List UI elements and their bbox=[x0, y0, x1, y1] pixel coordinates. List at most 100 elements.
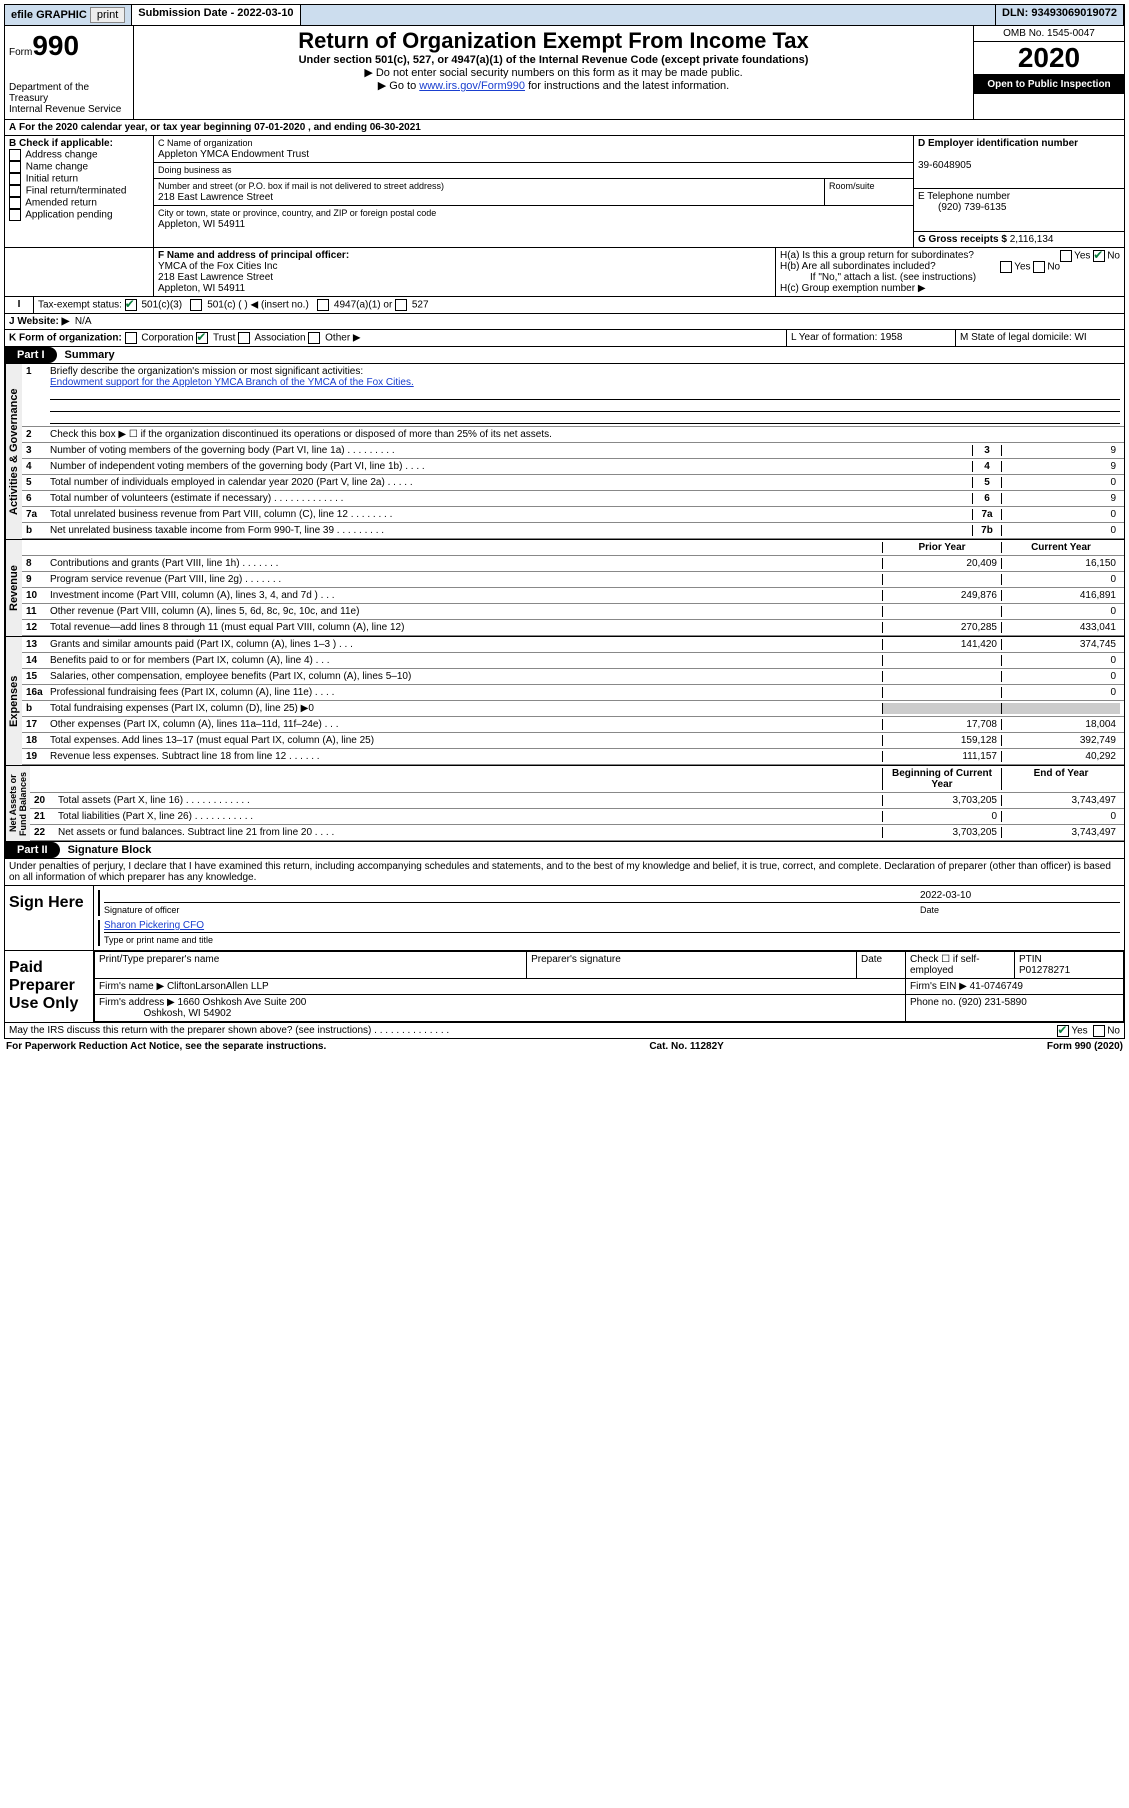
street-label: Number and street (or P.O. box if mail i… bbox=[158, 181, 444, 191]
ptin-value: P01278271 bbox=[1019, 965, 1070, 976]
part2-title: Signature Block bbox=[60, 842, 160, 858]
box-d-label: D Employer identification number bbox=[918, 138, 1078, 149]
city-label: City or town, state or province, country… bbox=[158, 208, 436, 218]
gov-line-4: 4Number of independent voting members of… bbox=[22, 459, 1124, 475]
prior-year-header: Prior Year bbox=[882, 542, 1001, 553]
firm-name: CliftonLarsonAllen LLP bbox=[167, 981, 269, 992]
print-button[interactable]: print bbox=[90, 7, 125, 23]
assoc-checkbox[interactable] bbox=[238, 332, 250, 344]
box-b-label: B Check if applicable: bbox=[9, 138, 113, 149]
line-10: 10Investment income (Part VIII, column (… bbox=[22, 588, 1124, 604]
form-number: 990 bbox=[32, 30, 79, 61]
name-change-checkbox[interactable] bbox=[9, 161, 21, 173]
website-value: N/A bbox=[75, 316, 92, 327]
501c3-checkbox[interactable] bbox=[125, 299, 137, 311]
gov-line-5: 5Total number of individuals employed in… bbox=[22, 475, 1124, 491]
hb-label: H(b) Are all subordinates included? bbox=[780, 261, 936, 272]
gov-line-7a: 7aTotal unrelated business revenue from … bbox=[22, 507, 1124, 523]
line-17: 17Other expenses (Part IX, column (A), l… bbox=[22, 717, 1124, 733]
line-18: 18Total expenses. Add lines 13–17 (must … bbox=[22, 733, 1124, 749]
dba-label: Doing business as bbox=[158, 165, 232, 175]
activities-governance-label: Activities & Governance bbox=[5, 364, 22, 539]
end-year-header: End of Year bbox=[1001, 768, 1120, 790]
state-domicile: M State of legal domicile: WI bbox=[956, 330, 1124, 346]
footer-left: For Paperwork Reduction Act Notice, see … bbox=[6, 1041, 326, 1052]
officer-city: Appleton, WI 54911 bbox=[158, 283, 245, 294]
firm-ein: 41-0746749 bbox=[970, 981, 1023, 992]
4947-checkbox[interactable] bbox=[317, 299, 329, 311]
period-a: A For the 2020 calendar year, or tax yea… bbox=[5, 120, 1124, 135]
officer-name: YMCA of the Fox Cities Inc bbox=[158, 261, 278, 272]
dept-label: Department of the Treasury bbox=[9, 82, 129, 104]
line-21: 21Total liabilities (Part X, line 26) . … bbox=[30, 809, 1124, 825]
part1-title: Summary bbox=[57, 347, 123, 363]
irs-label: Internal Revenue Service bbox=[9, 104, 129, 115]
room-label: Room/suite bbox=[824, 179, 913, 205]
trust-checkbox[interactable] bbox=[196, 332, 208, 344]
line-8: 8Contributions and grants (Part VIII, li… bbox=[22, 556, 1124, 572]
initial-return-checkbox[interactable] bbox=[9, 173, 21, 185]
line-16a: 16aProfessional fundraising fees (Part I… bbox=[22, 685, 1124, 701]
submission-date: Submission Date - 2022-03-10 bbox=[132, 5, 300, 25]
discuss-question: May the IRS discuss this return with the… bbox=[9, 1025, 449, 1036]
omb-number: OMB No. 1545-0047 bbox=[974, 26, 1124, 41]
firm-addr-label: Firm's address ▶ bbox=[99, 997, 175, 1008]
hc-label: H(c) Group exemption number ▶ bbox=[780, 283, 1120, 294]
line-12: 12Total revenue—add lines 8 through 11 (… bbox=[22, 620, 1124, 636]
mission-question: Briefly describe the organization's miss… bbox=[50, 366, 363, 377]
perjury-statement: Under penalties of perjury, I declare th… bbox=[5, 859, 1124, 886]
gov-line-6: 6Total number of volunteers (estimate if… bbox=[22, 491, 1124, 507]
box-f-label: F Name and address of principal officer: bbox=[158, 250, 349, 261]
current-year-header: Current Year bbox=[1001, 542, 1120, 553]
line-15: 15Salaries, other compensation, employee… bbox=[22, 669, 1124, 685]
corp-checkbox[interactable] bbox=[125, 332, 137, 344]
main-title: Return of Organization Exempt From Incom… bbox=[140, 28, 967, 54]
top-bar: efile GRAPHIC print Submission Date - 20… bbox=[4, 4, 1125, 26]
open-public: Open to Public Inspection bbox=[974, 75, 1124, 94]
prep-phone: (920) 231-5890 bbox=[958, 997, 1026, 1008]
discuss-yes[interactable] bbox=[1057, 1025, 1069, 1037]
firm-name-label: Firm's name ▶ bbox=[99, 981, 164, 992]
ha-label: H(a) Is this a group return for subordin… bbox=[780, 250, 974, 261]
subtitle: Under section 501(c), 527, or 4947(a)(1)… bbox=[140, 54, 967, 66]
hb-yes[interactable] bbox=[1000, 261, 1012, 273]
501c-checkbox[interactable] bbox=[190, 299, 202, 311]
firm-addr2: Oshkosh, WI 54902 bbox=[143, 1008, 231, 1019]
mission-text: Endowment support for the Appleton YMCA … bbox=[50, 377, 414, 388]
gross-receipts: 2,116,134 bbox=[1010, 234, 1054, 245]
org-name: Appleton YMCA Endowment Trust bbox=[158, 149, 309, 160]
hb-no[interactable] bbox=[1033, 261, 1045, 273]
date-label: Date bbox=[920, 905, 939, 915]
irs-link[interactable]: www.irs.gov/Form990 bbox=[419, 80, 525, 92]
officer-print-name: Sharon Pickering CFO bbox=[104, 920, 1120, 931]
ha-yes[interactable] bbox=[1060, 250, 1072, 262]
amended-return-checkbox[interactable] bbox=[9, 197, 21, 209]
tax-year: 2020 bbox=[974, 41, 1124, 75]
net-assets-label: Net Assets orFund Balances bbox=[5, 766, 30, 841]
note-link: ▶ Go to www.irs.gov/Form990 for instruct… bbox=[140, 79, 967, 92]
firm-ein-label: Firm's EIN ▶ bbox=[910, 981, 967, 992]
line-14: 14Benefits paid to or for members (Part … bbox=[22, 653, 1124, 669]
self-employed-check: Check ☐ if self-employed bbox=[906, 952, 1015, 979]
line-11: 11Other revenue (Part VIII, column (A), … bbox=[22, 604, 1124, 620]
final-return-checkbox[interactable] bbox=[9, 185, 21, 197]
sign-here-label: Sign Here bbox=[5, 886, 94, 950]
prep-name-label: Print/Type preparer's name bbox=[95, 952, 527, 979]
street-value: 218 East Lawrence Street bbox=[158, 192, 273, 203]
prep-date-label: Date bbox=[857, 952, 906, 979]
city-value: Appleton, WI 54911 bbox=[158, 219, 245, 230]
addr-change-checkbox[interactable] bbox=[9, 149, 21, 161]
line-19: 19Revenue less expenses. Subtract line 1… bbox=[22, 749, 1124, 765]
paid-preparer-label: Paid Preparer Use Only bbox=[5, 951, 94, 1022]
website-label: J Website: ▶ bbox=[9, 316, 69, 327]
discuss-no[interactable] bbox=[1093, 1025, 1105, 1037]
line-22: 22Net assets or fund balances. Subtract … bbox=[30, 825, 1124, 841]
revenue-label: Revenue bbox=[5, 540, 22, 636]
footer-right: Form 990 (2020) bbox=[1047, 1041, 1123, 1052]
sig-officer-label: Signature of officer bbox=[104, 905, 179, 915]
ha-no[interactable] bbox=[1093, 250, 1105, 262]
dln: DLN: 93493069019072 bbox=[996, 5, 1124, 25]
app-pending-checkbox[interactable] bbox=[9, 209, 21, 221]
other-checkbox[interactable] bbox=[308, 332, 320, 344]
527-checkbox[interactable] bbox=[395, 299, 407, 311]
